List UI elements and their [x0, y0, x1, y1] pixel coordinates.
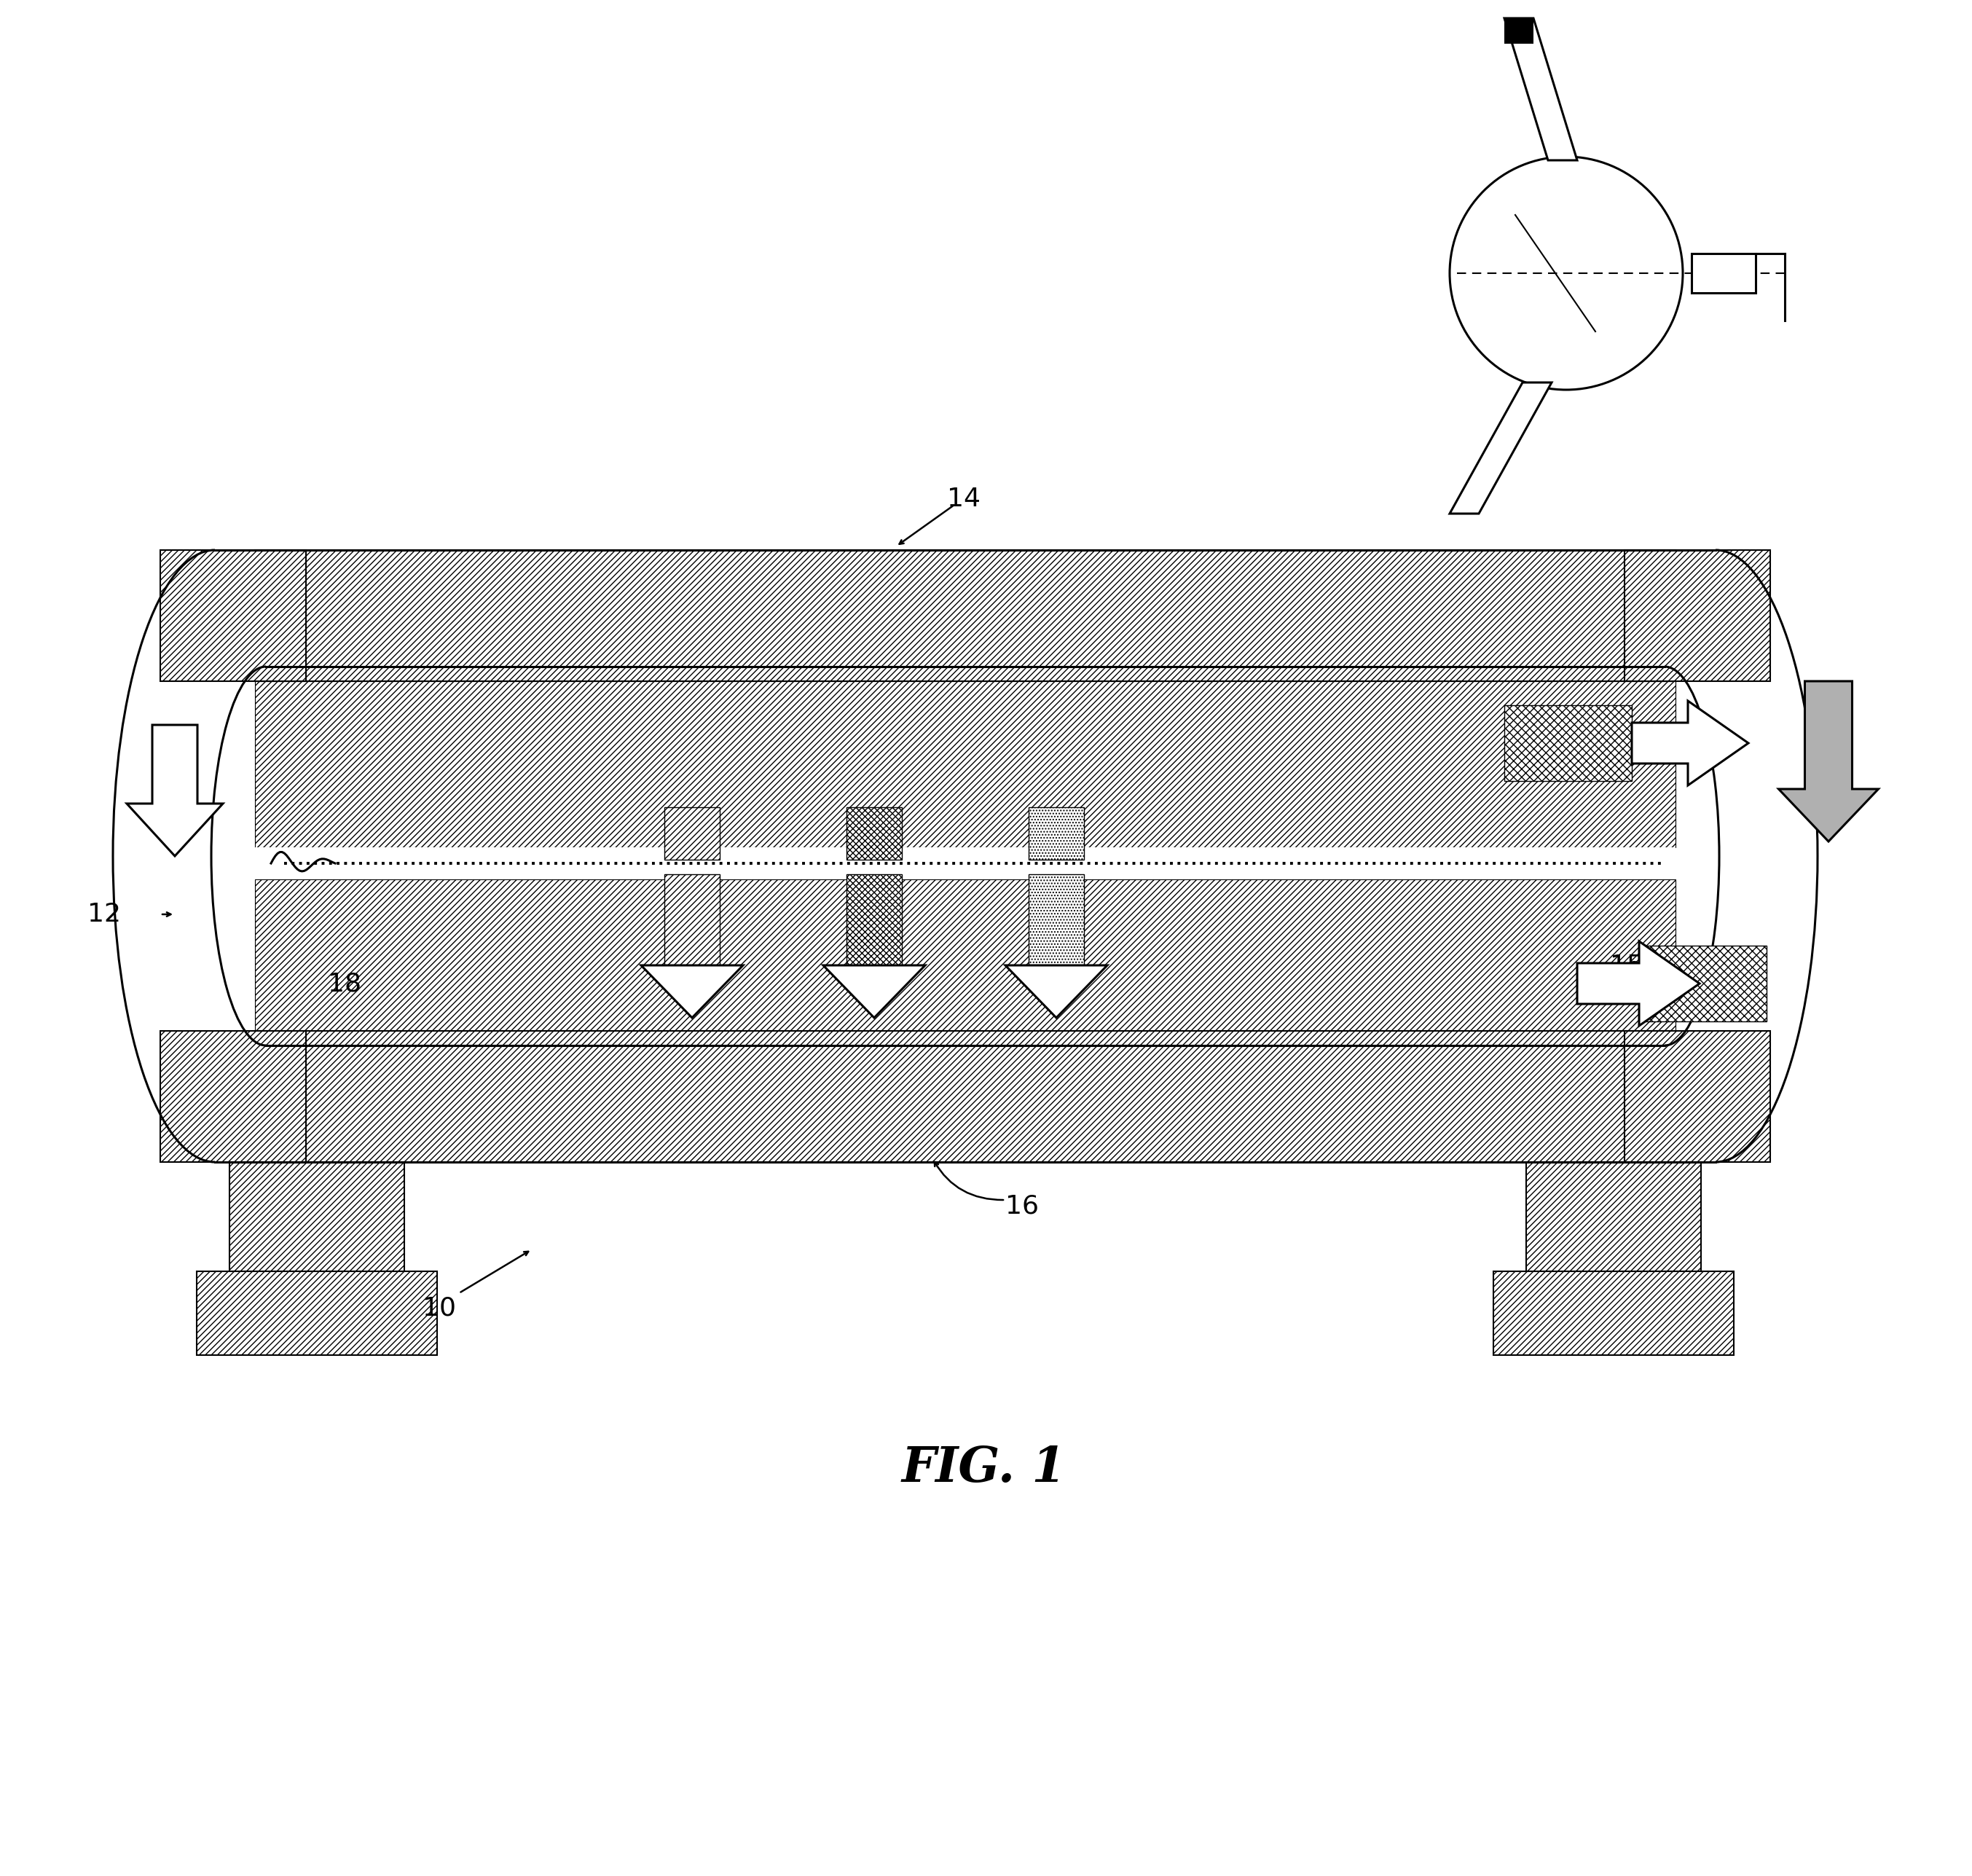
Text: 14: 14 — [947, 486, 980, 512]
Bar — [846, 807, 901, 859]
Bar — [846, 874, 901, 966]
Bar — [254, 1032, 1676, 1161]
Bar — [254, 880, 1676, 1032]
Text: 15: 15 — [1609, 953, 1643, 977]
Bar — [254, 550, 1676, 681]
Polygon shape — [1505, 19, 1534, 43]
Bar — [1505, 705, 1631, 780]
Polygon shape — [1505, 19, 1578, 159]
Bar — [1029, 874, 1085, 966]
Polygon shape — [1779, 681, 1879, 842]
Polygon shape — [822, 966, 925, 1019]
Polygon shape — [1006, 966, 1108, 1019]
Text: FIG. 1: FIG. 1 — [901, 1445, 1065, 1491]
Polygon shape — [126, 724, 223, 855]
Bar — [1625, 1032, 1771, 1161]
Polygon shape — [641, 966, 743, 1019]
Polygon shape — [1449, 383, 1552, 514]
Bar — [1692, 253, 1755, 293]
Bar — [160, 550, 306, 681]
Text: 10: 10 — [422, 1294, 456, 1321]
Bar — [1639, 946, 1767, 1021]
Bar — [197, 1272, 438, 1354]
Bar — [229, 1161, 404, 1272]
Bar — [254, 681, 1676, 848]
Bar — [665, 874, 720, 966]
Polygon shape — [1578, 942, 1700, 1026]
Bar — [1029, 807, 1085, 859]
Bar — [1625, 550, 1771, 681]
Text: 16: 16 — [1006, 1193, 1039, 1218]
Bar — [254, 848, 1676, 880]
Bar — [665, 807, 720, 859]
Text: 18: 18 — [327, 972, 361, 996]
Bar — [1526, 1161, 1702, 1272]
Polygon shape — [1631, 702, 1749, 786]
Text: 12: 12 — [87, 902, 120, 927]
Bar — [1493, 1272, 1733, 1354]
Bar — [160, 1032, 306, 1161]
